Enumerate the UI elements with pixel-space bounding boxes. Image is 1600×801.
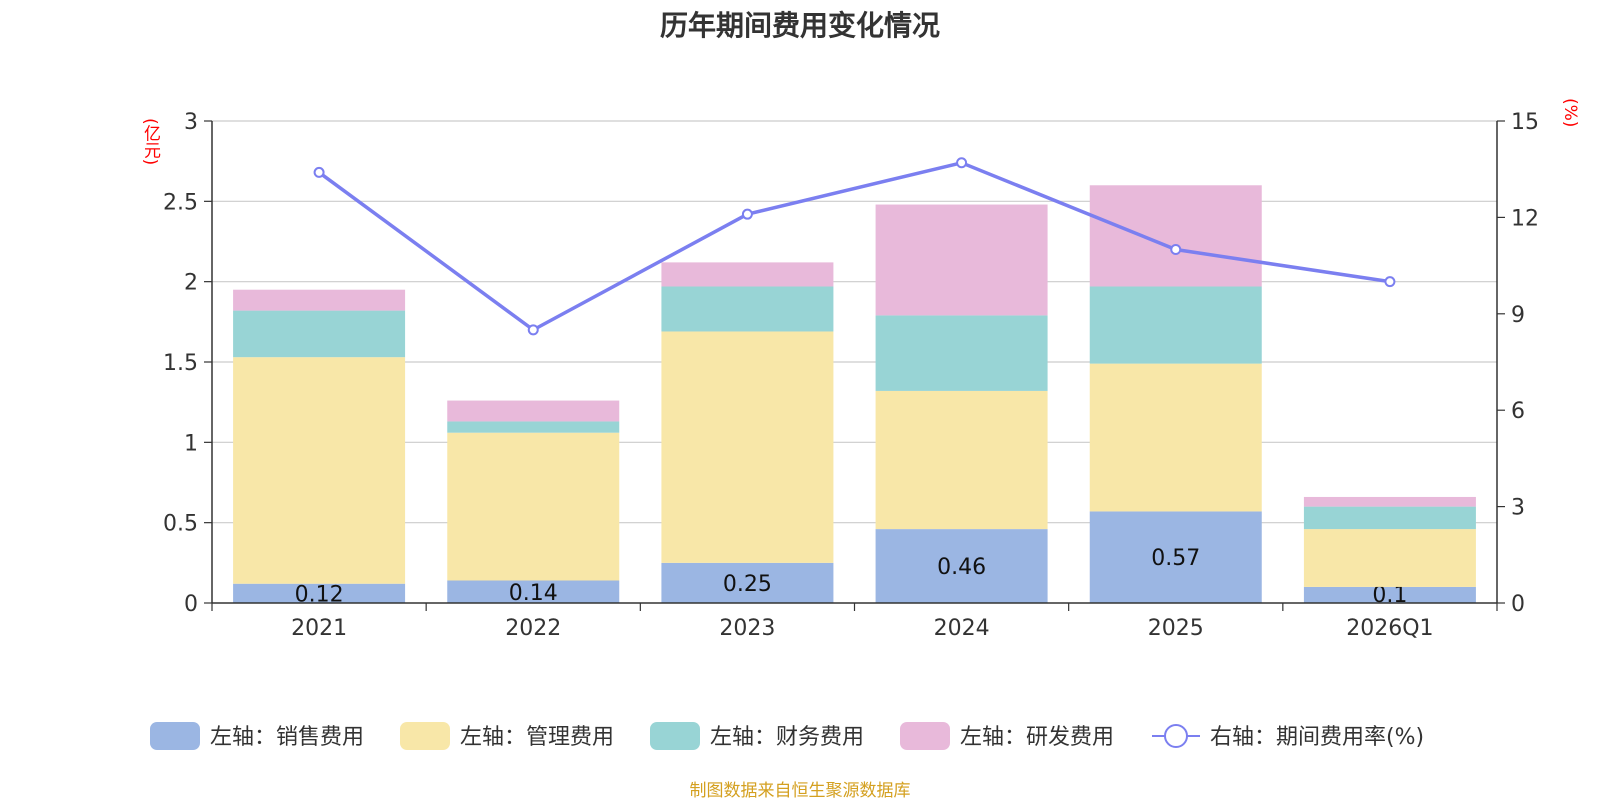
right-tick-label: 15 [1511, 110, 1539, 135]
bar-segment [447, 580, 620, 603]
left-tick-label: 2.5 [163, 190, 198, 215]
bar-segment [233, 310, 406, 358]
legend-label: 右轴：期间费用率(%) [1210, 725, 1424, 750]
right-tick-label: 6 [1511, 399, 1525, 424]
chart-title: 历年期间费用变化情况 [659, 9, 940, 42]
right-tick-label: 9 [1511, 303, 1525, 328]
bar-segment [1303, 506, 1476, 530]
bar-segment [1089, 511, 1262, 603]
legend-label: 左轴：研发费用 [960, 725, 1114, 750]
expense-rate-line [318, 160, 1391, 332]
bar-data-label: 0.14 [509, 581, 558, 606]
bar-segment [1089, 363, 1262, 512]
right-tick-label: 0 [1511, 592, 1525, 617]
left-tick-label: 1 [184, 431, 198, 456]
legend: 左轴：销售费用 左轴：管理费用 左轴：财务费用 左轴：研发费用 右轴：期间费用率(%) [150, 722, 1424, 750]
bar-segment [447, 400, 620, 422]
right-tick-label: 3 [1511, 496, 1525, 521]
bar-segment [233, 289, 406, 311]
left-tick-label: 0.5 [163, 512, 198, 537]
bar-segment [1303, 496, 1476, 507]
legend-label: 左轴：销售费用 [210, 725, 364, 750]
legend-swatch [150, 722, 200, 750]
bar-segment [661, 286, 834, 332]
bar-segment [233, 583, 406, 603]
bar-segment [875, 390, 1048, 530]
expense-rate-point [956, 157, 968, 169]
bar-data-label: 0.25 [723, 572, 772, 597]
bar-segment [875, 529, 1048, 603]
x-tick-label: 2022 [505, 616, 561, 641]
bar-segment [661, 262, 834, 287]
bar-segment [447, 432, 620, 581]
bar-segment [447, 421, 620, 433]
x-tick-label: 2026Q1 [1346, 616, 1433, 641]
expense-rate-point [741, 208, 753, 220]
bar-segment [1303, 586, 1476, 603]
legend-swatch [900, 722, 950, 750]
x-tick-label: 2023 [719, 616, 775, 641]
left-tick-label: 3 [184, 110, 198, 135]
right-axis-unit: (%) [1560, 98, 1580, 128]
bar-data-label: 0.1 [1372, 583, 1407, 608]
left-axis-unit: (亿元) [140, 118, 160, 166]
right-tick-label: 12 [1511, 206, 1539, 231]
x-tick-label: 2024 [934, 616, 990, 641]
left-tick-label: 2 [184, 271, 198, 296]
x-tick-label: 2025 [1148, 616, 1204, 641]
legend-swatch [400, 722, 450, 750]
expense-rate-point [527, 324, 539, 336]
bar-segment [1303, 529, 1476, 587]
bar-segment [1089, 286, 1262, 364]
bar-segment [661, 562, 834, 603]
left-tick-label: 1.5 [163, 351, 198, 376]
x-tick-label: 2021 [291, 616, 347, 641]
expense-rate-point [1384, 276, 1396, 288]
legend-label: 左轴：财务费用 [710, 725, 864, 750]
bar-segment [233, 357, 406, 584]
bar-data-label: 0.57 [1151, 546, 1200, 571]
left-tick-label: 0 [184, 592, 198, 617]
bar-segment [1089, 185, 1262, 287]
bar-segment [875, 204, 1048, 316]
bar-segment [875, 315, 1048, 391]
data-source-note: 制图数据来自恒生聚源数据库 [689, 781, 911, 801]
legend-swatch [650, 722, 700, 750]
expense-rate-point [313, 166, 325, 178]
bar-segment [661, 331, 834, 563]
expense-rate-point [1170, 244, 1182, 256]
bar-data-label: 0.46 [937, 555, 986, 580]
legend-marker [1164, 724, 1188, 748]
legend-label: 左轴：管理费用 [460, 725, 614, 750]
